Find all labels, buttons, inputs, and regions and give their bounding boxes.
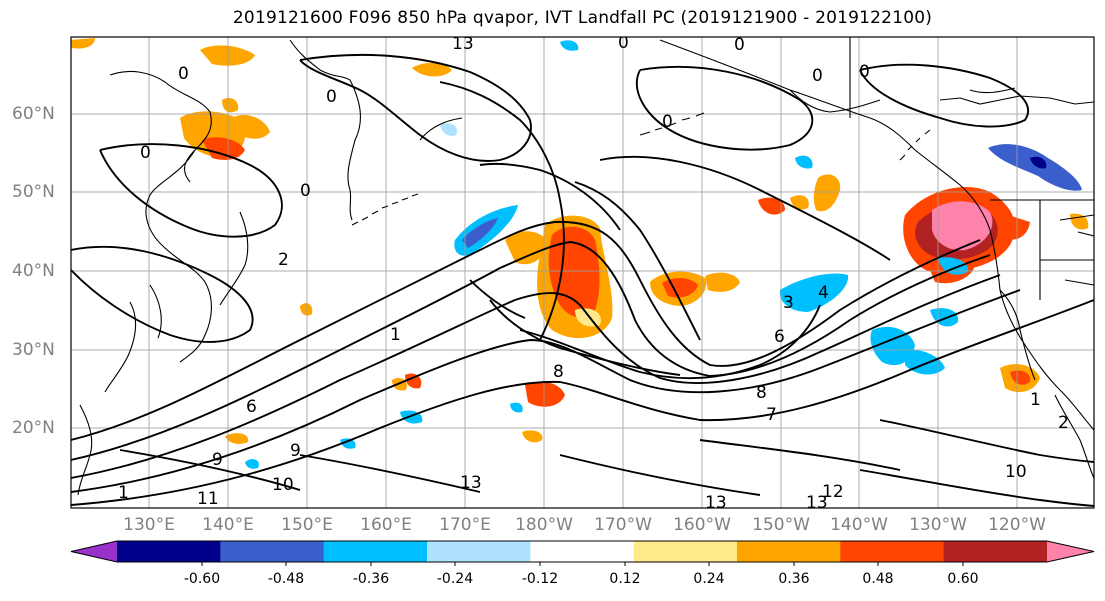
svg-text:3: 3: [783, 293, 794, 313]
lon-label-130w: 130°W: [909, 515, 967, 535]
svg-text:7: 7: [766, 405, 777, 425]
lon-label-140e: 140°E: [202, 515, 254, 535]
svg-text:2: 2: [278, 250, 289, 270]
svg-text:0: 0: [859, 62, 870, 82]
lon-label-150w: 150°W: [752, 515, 810, 535]
svg-text:13: 13: [460, 473, 482, 493]
lon-label-180w: 180°W: [515, 515, 573, 535]
colorbar-tick-label: 0.12: [609, 571, 641, 587]
colorbar-segment: [633, 541, 738, 562]
svg-text:6: 6: [246, 397, 257, 417]
colorbar: [70, 540, 1095, 566]
colorbar-tick-label: -0.12: [521, 571, 559, 587]
svg-text:9: 9: [290, 441, 301, 461]
figure-title: 2019121600 F096 850 hPa qvapor, IVT Land…: [232, 8, 933, 28]
colorbar-tick-label: 0.48: [862, 571, 894, 587]
colorbar-tick-label: -0.48: [267, 571, 305, 587]
lat-label-20n: 20°N: [12, 418, 55, 438]
svg-text:8: 8: [756, 383, 767, 403]
colorbar-tick-label: -0.60: [183, 571, 221, 587]
svg-text:1: 1: [118, 483, 129, 503]
lon-label-140w: 140°W: [830, 515, 888, 535]
lat-label-50n: 50°N: [12, 182, 55, 202]
lat-label-60n: 60°N: [12, 104, 55, 124]
colorbar-segment: [737, 541, 841, 562]
svg-text:13: 13: [452, 34, 474, 54]
colorbar-segment: [530, 541, 635, 562]
colorbar-segment: [427, 541, 531, 562]
lat-label-30n: 30°N: [12, 340, 55, 360]
svg-text:9: 9: [212, 450, 223, 470]
svg-text:1: 1: [390, 325, 401, 345]
lon-label-170e: 170°E: [439, 515, 491, 535]
lon-label-130e: 130°E: [123, 515, 175, 535]
map-panel: 13 0 0 0 0 0 0 0 0 0 2 1 6 8 8 7 9 9 10 …: [71, 33, 1094, 513]
colorbar-tick-label: 0.60: [947, 571, 979, 587]
colorbar-segment: [323, 541, 428, 562]
svg-text:6: 6: [774, 327, 785, 347]
svg-text:0: 0: [326, 87, 337, 107]
lon-label-170w: 170°W: [594, 515, 652, 535]
svg-text:0: 0: [618, 33, 629, 53]
colorbar-segment: [117, 541, 221, 562]
colorbar-extend-max: [1047, 541, 1094, 562]
colorbar-tick-label: -0.24: [436, 571, 474, 587]
svg-text:8: 8: [553, 362, 564, 382]
svg-text:1: 1: [1030, 390, 1041, 410]
qvapor-shading: [71, 38, 1089, 469]
lat-label-40n: 40°N: [12, 261, 55, 281]
ivt-contours: [71, 53, 1094, 507]
colorbar-segment: [943, 541, 1048, 562]
svg-text:10: 10: [272, 475, 294, 495]
lon-label-160e: 160°E: [360, 515, 412, 535]
svg-text:4: 4: [818, 283, 829, 303]
svg-text:13: 13: [806, 493, 828, 513]
colorbar-extend-min: [71, 541, 117, 562]
svg-text:0: 0: [178, 64, 189, 84]
colorbar-tick-label: 0.36: [778, 571, 810, 587]
svg-text:11: 11: [197, 489, 219, 509]
svg-text:13: 13: [705, 493, 727, 513]
svg-text:0: 0: [140, 143, 151, 163]
colorbar-segment: [840, 541, 945, 562]
lon-label-160w: 160°W: [673, 515, 731, 535]
colorbar-segment: [220, 541, 325, 562]
svg-text:10: 10: [1005, 462, 1027, 482]
svg-text:2: 2: [1058, 413, 1069, 433]
svg-text:0: 0: [662, 112, 673, 132]
svg-text:12: 12: [822, 482, 844, 502]
contour-labels: 13 0 0 0 0 0 0 0 0 0 2 1 6 8 8 7 9 9 10 …: [118, 33, 1069, 513]
map-frame: [70, 36, 1095, 509]
colorbar-tick-label: 0.24: [693, 571, 725, 587]
svg-text:0: 0: [300, 181, 311, 201]
lon-label-150e: 150°E: [281, 515, 333, 535]
svg-text:0: 0: [734, 35, 745, 55]
lon-label-120w: 120°W: [988, 515, 1046, 535]
colorbar-tick-label: -0.36: [352, 571, 390, 587]
colorbar-outline: [70, 540, 1095, 563]
svg-text:0: 0: [812, 66, 823, 86]
